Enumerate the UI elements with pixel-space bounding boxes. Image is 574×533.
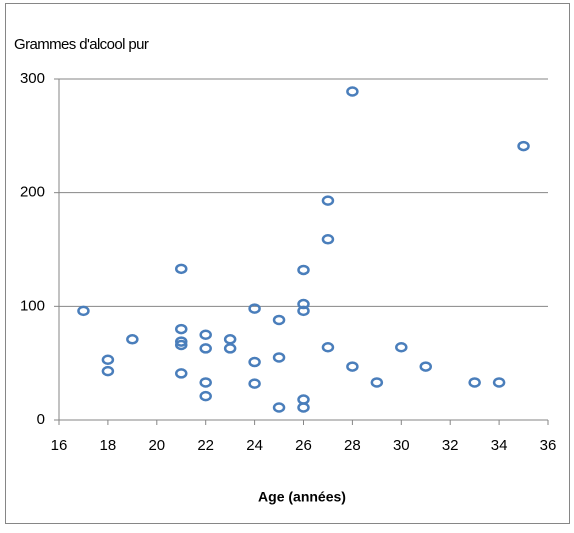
point [297,402,310,413]
point [248,378,261,389]
point [175,323,188,335]
point [297,264,310,276]
y-tick-label: 200 [20,184,45,201]
point [346,86,359,97]
point [175,336,188,347]
chart-border [5,3,570,524]
x-tick-label: 20 [148,437,165,454]
point [175,263,188,275]
point [272,352,286,363]
point [346,361,359,372]
point [223,343,237,354]
point [126,334,139,345]
point [517,140,530,152]
x-tick-label: 34 [491,437,508,454]
point [492,377,506,388]
point [321,195,335,206]
point [77,305,90,317]
point [101,354,115,366]
y-tick-label: 100 [20,297,45,314]
point [248,356,261,368]
point [175,368,188,379]
point [175,339,188,351]
point [199,343,212,354]
x-tick-label: 30 [393,437,410,454]
y-tick-label: 0 [37,411,45,428]
point [297,305,310,317]
x-tick-label: 28 [344,437,361,454]
x-tick-label: 16 [51,437,68,454]
x-tick-label: 18 [100,437,117,454]
x-tick-label: 22 [197,437,214,454]
y-tick-label: 300 [20,70,45,87]
x-tick-label: 26 [295,437,312,454]
point [321,342,335,353]
point [272,402,286,413]
point [395,342,408,353]
point [419,361,432,372]
x-tick-label: 36 [540,437,557,454]
point [370,377,384,388]
x-tick-label: 24 [246,437,263,454]
point [272,314,286,326]
point [321,234,335,245]
point [199,377,212,388]
point [199,329,212,340]
y-axis-title: Grammes d'alcool pur [14,36,149,53]
point [101,365,115,377]
point [468,377,481,388]
point [199,390,212,402]
x-axis-title: Age (années) [258,489,346,505]
point [248,303,261,314]
x-tick-label: 32 [442,437,459,454]
